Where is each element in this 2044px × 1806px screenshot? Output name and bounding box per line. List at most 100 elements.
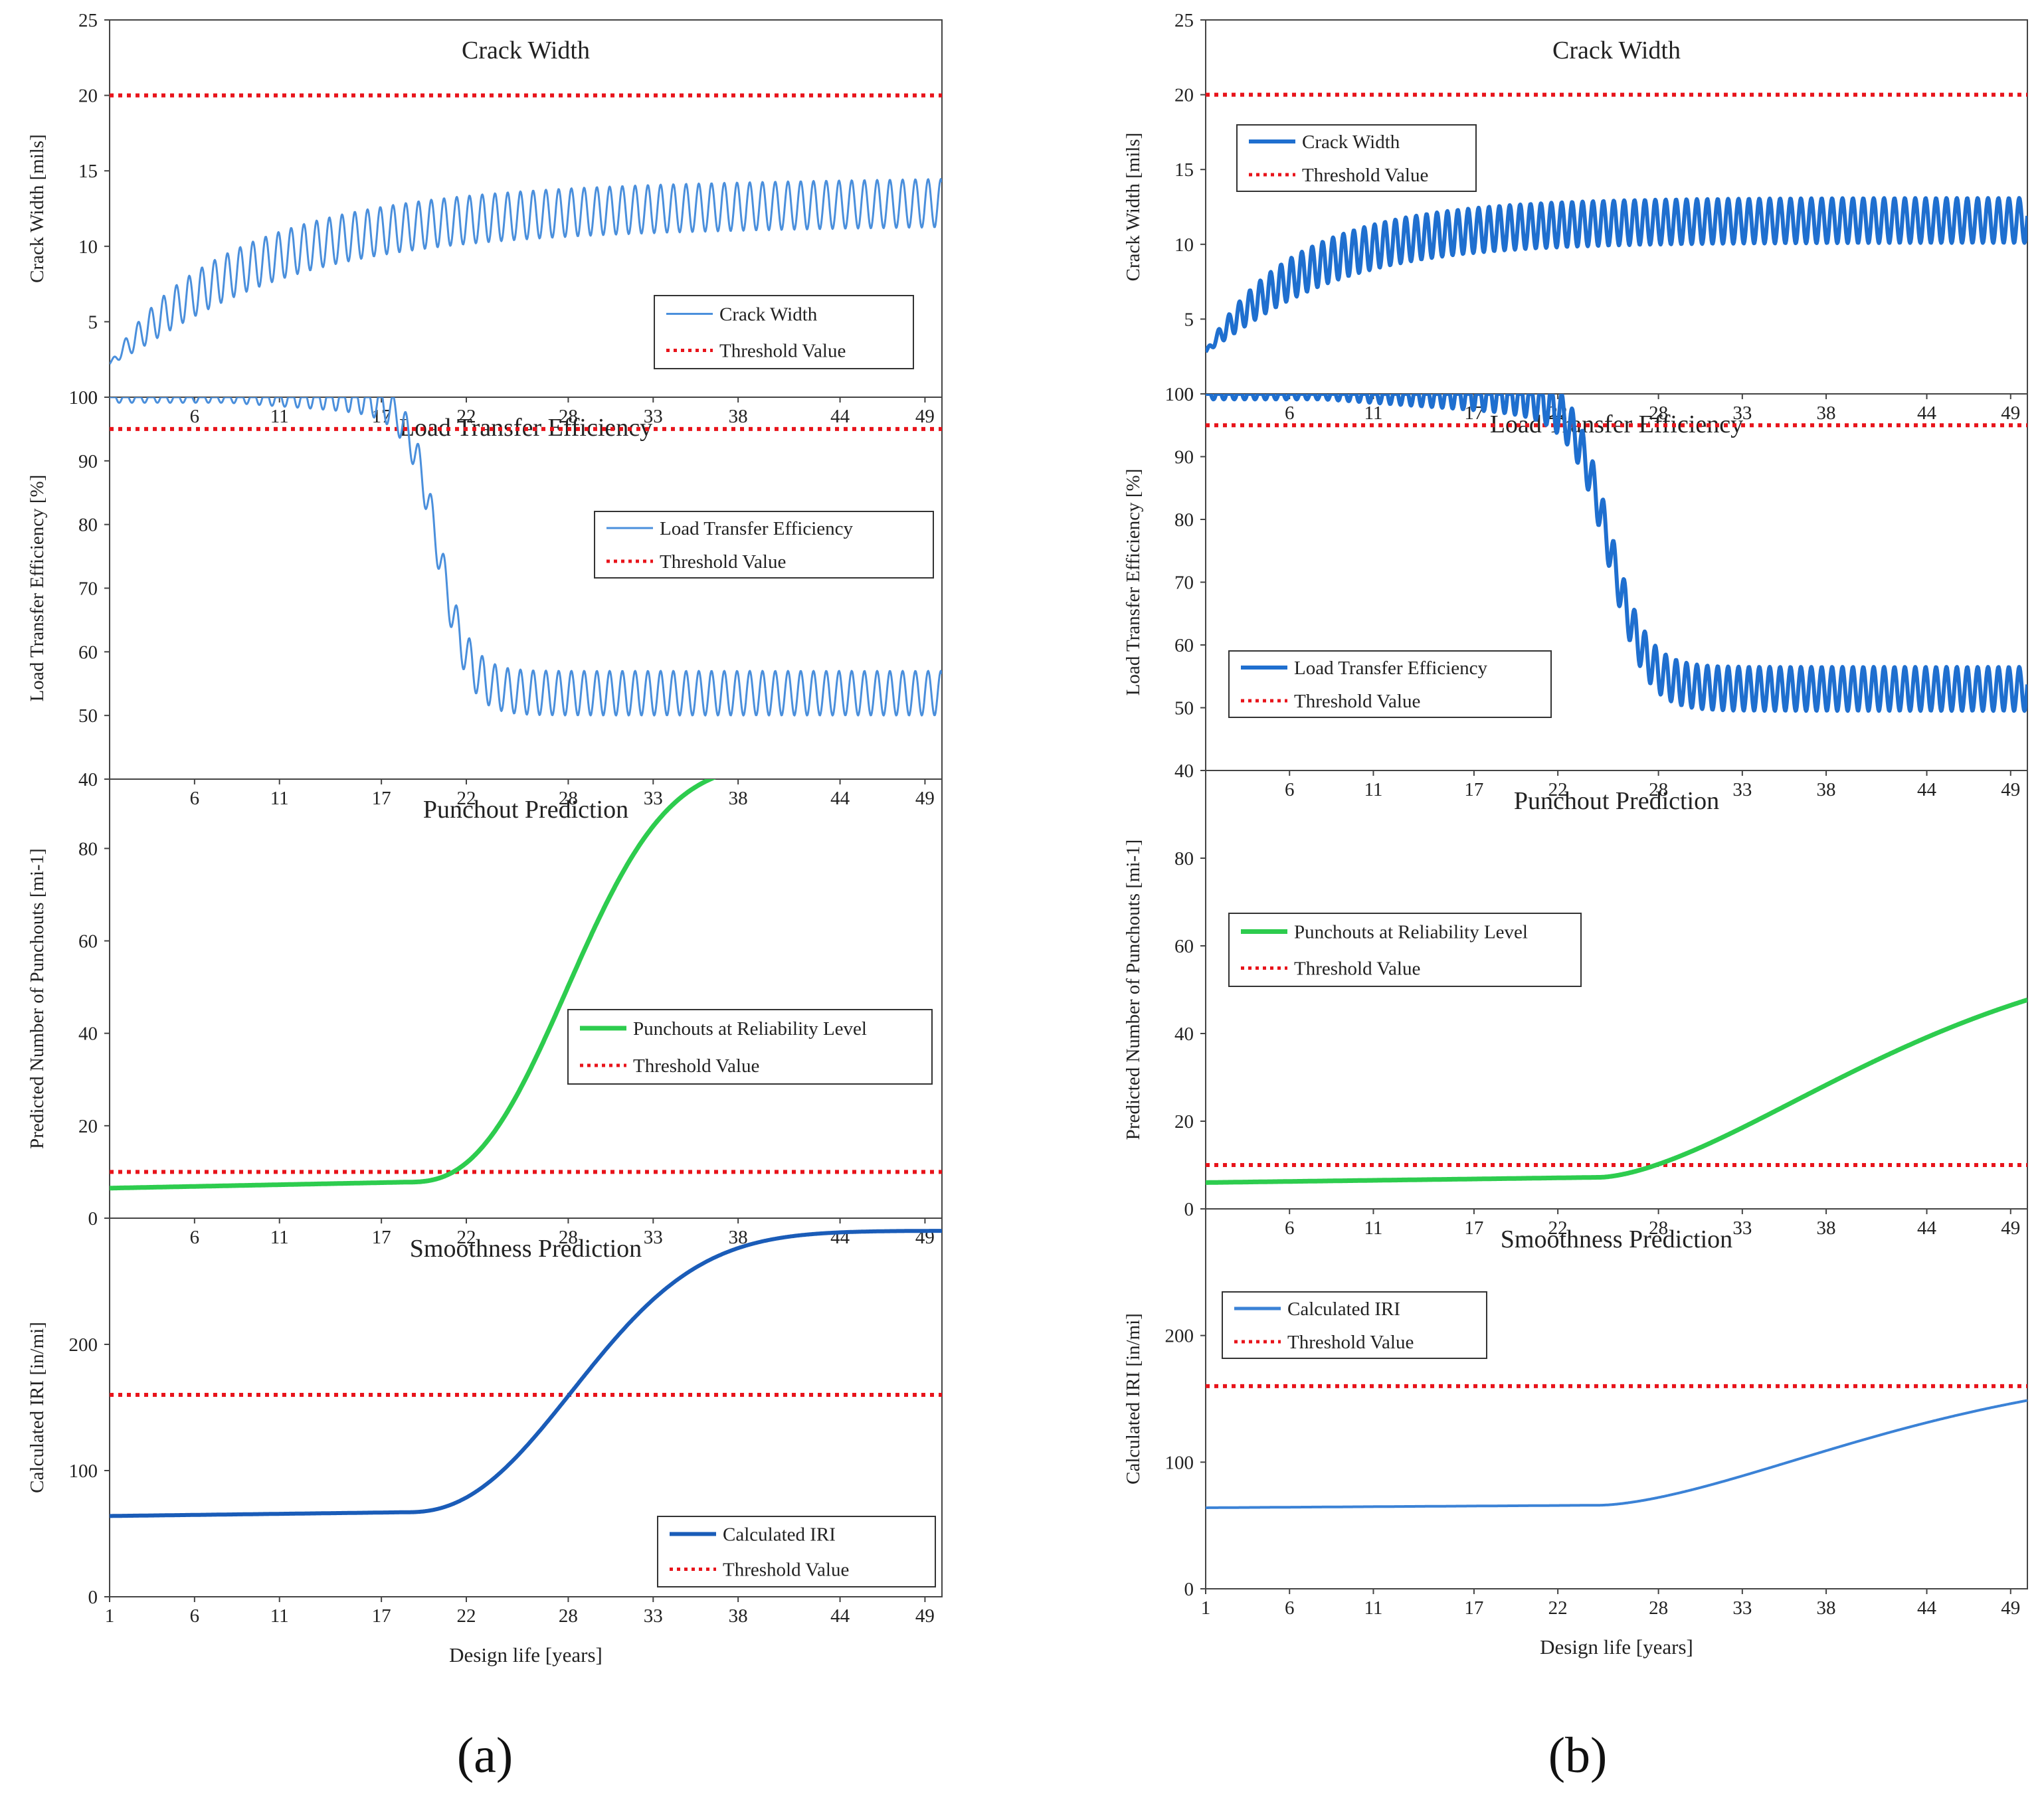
chart-b-2-legend-label-1: Load Transfer Efficiency bbox=[1294, 658, 1487, 679]
chart-a-2-xtick-label-8: 44 bbox=[830, 788, 850, 809]
chart-b-2-xtick-label-8: 44 bbox=[1917, 779, 1937, 800]
chart-a-3-xtick-label-5: 28 bbox=[559, 1227, 578, 1248]
chart-b-3-xtick-label-6: 33 bbox=[1732, 1218, 1752, 1239]
chart-a-1-title: Crack Width bbox=[462, 37, 590, 64]
chart-a-1-xtick-label-8: 44 bbox=[830, 406, 850, 427]
chart-b-3-xtick-label-2: 11 bbox=[1364, 1218, 1382, 1239]
chart-b-4-ytick-label-1: 100 bbox=[1165, 1452, 1194, 1473]
chart-b-2-ytick-label-4: 80 bbox=[1174, 509, 1194, 531]
chart-b-2-ytick-label-1: 50 bbox=[1174, 698, 1194, 719]
chart-a-3-frame bbox=[109, 778, 943, 1219]
chart-a-3-legend: Punchouts at Reliability Level Threshold … bbox=[567, 1009, 933, 1085]
chart-b-3-legend-label-2: Threshold Value bbox=[1294, 958, 1420, 980]
chart-b-1-legend-box bbox=[1236, 124, 1477, 192]
chart-a-3-xtick-label-6: 33 bbox=[644, 1227, 663, 1248]
chart-b-4-xtick-label-0: 1 bbox=[1201, 1597, 1211, 1619]
chart-b-3-frame bbox=[1205, 770, 2028, 1210]
chart-b-4-legend: Calculated IRI Threshold Value bbox=[1222, 1291, 1487, 1359]
chart-a-3-ytick-label-4: 80 bbox=[78, 838, 98, 859]
chart-a-3-legend-label-2: Threshold Value bbox=[633, 1055, 759, 1077]
chart-b-3-ylabel: Predicted Number of Punchouts [mi-1] bbox=[1123, 840, 1144, 1140]
chart-a-1-xtick-label-7: 38 bbox=[729, 406, 748, 427]
chart-a-4-xtick-label-9: 49 bbox=[915, 1605, 935, 1627]
chart-b-4-series-line bbox=[1206, 1399, 2027, 1509]
chart-a-2-xtick-label-5: 28 bbox=[559, 788, 578, 809]
chart-a-1-legend: Crack Width Threshold Value bbox=[654, 295, 914, 369]
chart-b-1-xtick-label-1: 6 bbox=[1285, 403, 1295, 424]
chart-a-1-xtick-label-4: 22 bbox=[457, 406, 476, 427]
chart-b-4-xlabel: Design life [years] bbox=[1540, 1635, 1693, 1659]
chart-a-2-ylabel: Load Transfer Efficiency [%] bbox=[27, 475, 48, 702]
chart-b-4-ylabel: Calculated IRI [in/mi] bbox=[1123, 1313, 1144, 1485]
chart-a-2-xtick-label-1: 6 bbox=[190, 788, 200, 809]
chart-b-4-xtick-label-1: 6 bbox=[1285, 1597, 1295, 1619]
chart-a-4-xtick-label-3: 17 bbox=[372, 1605, 391, 1627]
chart-b-4-xtick-label-3: 17 bbox=[1464, 1597, 1483, 1619]
chart-a-3-legend-label-1: Punchouts at Reliability Level bbox=[633, 1018, 867, 1039]
chart-b-1-ytick-label-5: 25 bbox=[1174, 10, 1194, 31]
chart-b-2-ytick-label-2: 60 bbox=[1174, 635, 1194, 656]
chart-b-1-title: Crack Width bbox=[1552, 37, 1681, 64]
chart-b-4-xtick-label-9: 49 bbox=[2001, 1597, 2020, 1619]
chart-a-4-series-line bbox=[110, 1229, 942, 1518]
chart-b-1-xtick-label-9: 49 bbox=[2001, 403, 2020, 424]
chart-b-2-xtick-label-7: 38 bbox=[1817, 779, 1836, 800]
chart-b-1: Crack Width Crack Width [mils] 0 5 10 15 20 25 6… bbox=[1123, 10, 2028, 424]
chart-b-4-ytick-label-2: 200 bbox=[1165, 1326, 1194, 1347]
chart-b-1-series-line bbox=[1206, 196, 2027, 353]
panel-label-a: (a) bbox=[456, 1728, 513, 1783]
chart-b-2-xtick-label-4: 22 bbox=[1548, 779, 1568, 800]
chart-b-2-legend-label-2: Threshold Value bbox=[1294, 691, 1420, 712]
chart-a-4-legend-box bbox=[657, 1516, 936, 1587]
chart-b-2-xtick-label-1: 6 bbox=[1285, 779, 1295, 800]
chart-a-1-ytick-label-1: 5 bbox=[88, 312, 98, 333]
chart-b-2-ytick-label-6: 100 bbox=[1165, 384, 1194, 405]
chart-a-2-ytick-label-0: 40 bbox=[78, 769, 98, 790]
chart-b-3-ytick-label-3: 60 bbox=[1174, 936, 1194, 957]
chart-a-4-xtick-label-6: 33 bbox=[644, 1605, 663, 1627]
chart-a-4-ytick-label-1: 100 bbox=[69, 1461, 98, 1482]
chart-b-1-legend-label-1: Crack Width bbox=[1302, 132, 1400, 153]
chart-a-1: Crack Width Crack Width [mils] 0 5 10 15 20 25 6… bbox=[27, 10, 943, 427]
chart-a-2-legend-label-1: Load Transfer Efficiency bbox=[660, 518, 853, 539]
chart-a-1-legend-label-1: Crack Width bbox=[719, 304, 818, 325]
chart-b-2-series-line bbox=[1206, 394, 2027, 713]
chart-a-3-xtick-label-4: 22 bbox=[457, 1227, 476, 1248]
chart-a-1-ytick-label-3: 15 bbox=[78, 161, 98, 182]
chart-b-1-xtick-label-8: 44 bbox=[1917, 403, 1937, 424]
chart-b-3-xtick-label-8: 44 bbox=[1917, 1218, 1937, 1239]
chart-a-2-ytick-label-6: 100 bbox=[69, 387, 98, 408]
chart-a-1-ytick-label-5: 25 bbox=[78, 10, 98, 31]
chart-a-4-legend: Calculated IRI Threshold Value bbox=[657, 1516, 936, 1587]
chart-b-4: Smoothness Prediction Calculated IRI [in/… bbox=[1123, 1208, 2028, 1659]
chart-a-4-legend-label-2: Threshold Value bbox=[723, 1560, 849, 1581]
chart-b-4-xtick-label-2: 11 bbox=[1364, 1597, 1382, 1619]
chart-b-1-legend-label-2: Threshold Value bbox=[1302, 165, 1428, 186]
chart-a-4: Smoothness Prediction Calculated IRI [in/… bbox=[27, 1218, 943, 1667]
chart-a-1-ytick-label-4: 20 bbox=[78, 86, 98, 107]
chart-a-1-ytick-label-2: 10 bbox=[78, 236, 98, 258]
chart-a-3-xtick-label-2: 11 bbox=[270, 1227, 289, 1248]
chart-b-3-ytick-label-0: 0 bbox=[1184, 1199, 1194, 1220]
chart-a-2-xtick-label-7: 38 bbox=[729, 788, 748, 809]
chart-a-4-xlabel: Design life [years] bbox=[449, 1643, 603, 1667]
chart-a-1-xtick-label-6: 33 bbox=[644, 406, 663, 427]
chart-b-1-ytick-label-3: 15 bbox=[1174, 159, 1194, 181]
chart-b-4-ytick-label-0: 0 bbox=[1184, 1579, 1194, 1600]
chart-a-4-frame bbox=[109, 1218, 943, 1597]
chart-a-2-xtick-label-4: 22 bbox=[457, 788, 476, 809]
chart-b-1-ytick-label-0: 0 bbox=[1184, 384, 1194, 405]
chart-a-3-ytick-label-1: 20 bbox=[78, 1116, 98, 1137]
chart-b-3-ytick-label-1: 20 bbox=[1174, 1111, 1194, 1132]
chart-b-3-ytick-label-4: 80 bbox=[1174, 848, 1194, 869]
chart-a-3-series-line bbox=[110, 779, 717, 1191]
chart-b-3: Punchout Prediction Predicted Number of P… bbox=[1123, 770, 2028, 1239]
chart-b-4-xtick-label-4: 22 bbox=[1548, 1597, 1568, 1619]
chart-b-3-xtick-label-3: 17 bbox=[1464, 1218, 1483, 1239]
chart-a-4-legend-label-1: Calculated IRI bbox=[723, 1524, 836, 1546]
chart-a-1-ytick-label-0: 0 bbox=[88, 387, 98, 408]
chart-a-1-xtick-label-2: 11 bbox=[270, 406, 289, 427]
chart-b-3-series-line bbox=[1206, 997, 2027, 1185]
